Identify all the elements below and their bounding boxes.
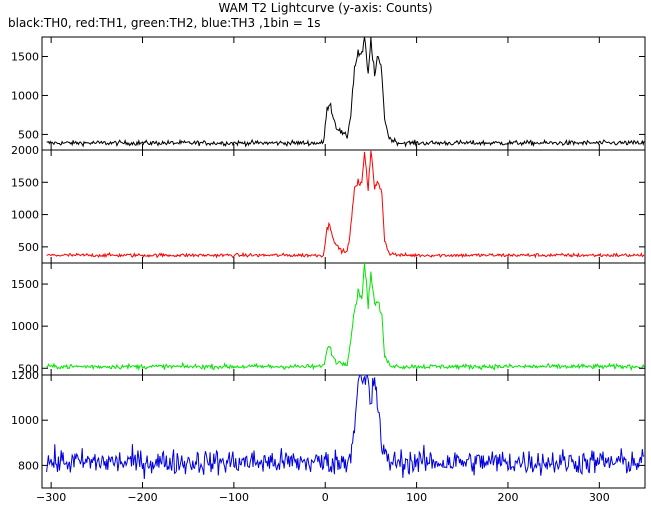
x-tick-label: 0	[322, 491, 329, 504]
x-tick-label: −300	[36, 491, 66, 504]
x-tick-label: 100	[406, 491, 427, 504]
panel-th3: 800 1000 1200 −300 −200 −100 0 100 200 300	[11, 369, 646, 504]
y-tick-label: 2000	[11, 144, 39, 157]
y-tick-label: 1000	[11, 414, 39, 427]
y-tick-label: 500	[18, 241, 39, 254]
y-tick-label: 1500	[11, 278, 39, 291]
y-tick-label: 800	[18, 459, 39, 472]
series-line-th3	[46, 374, 645, 480]
panel-frame	[41, 262, 646, 376]
y-tick-label: 1500	[11, 176, 39, 189]
chart-subtitle: black:TH0, red:TH1, green:TH2, blue:TH3 …	[8, 16, 321, 30]
x-tick-label: 300	[589, 491, 610, 504]
panel-frame	[41, 374, 646, 489]
series-line-th2	[46, 262, 645, 372]
panel-th2: 500 1000 1500	[11, 262, 646, 376]
panel-th0: 500 1000 1500	[11, 36, 646, 151]
y-tick-label: 1000	[11, 320, 39, 333]
y-tick-label: 1500	[11, 50, 39, 63]
x-tick-label: 200	[497, 491, 518, 504]
y-tick-label: 1200	[11, 369, 39, 382]
panel-frame	[41, 149, 646, 264]
series-line-th1	[46, 150, 645, 259]
x-tick-label: −200	[127, 491, 157, 504]
y-tick-label: 1000	[11, 89, 39, 102]
panel-th1: 500 1000 1500 2000	[11, 144, 646, 264]
y-tick-label: 1000	[11, 209, 39, 222]
y-tick-label: 500	[18, 362, 39, 375]
chart-title: WAM T2 Lightcurve (y-axis: Counts)	[218, 1, 433, 15]
y-tick-label: 500	[18, 128, 39, 141]
x-tick-label: −100	[219, 491, 249, 504]
series-line-th0	[46, 36, 645, 148]
